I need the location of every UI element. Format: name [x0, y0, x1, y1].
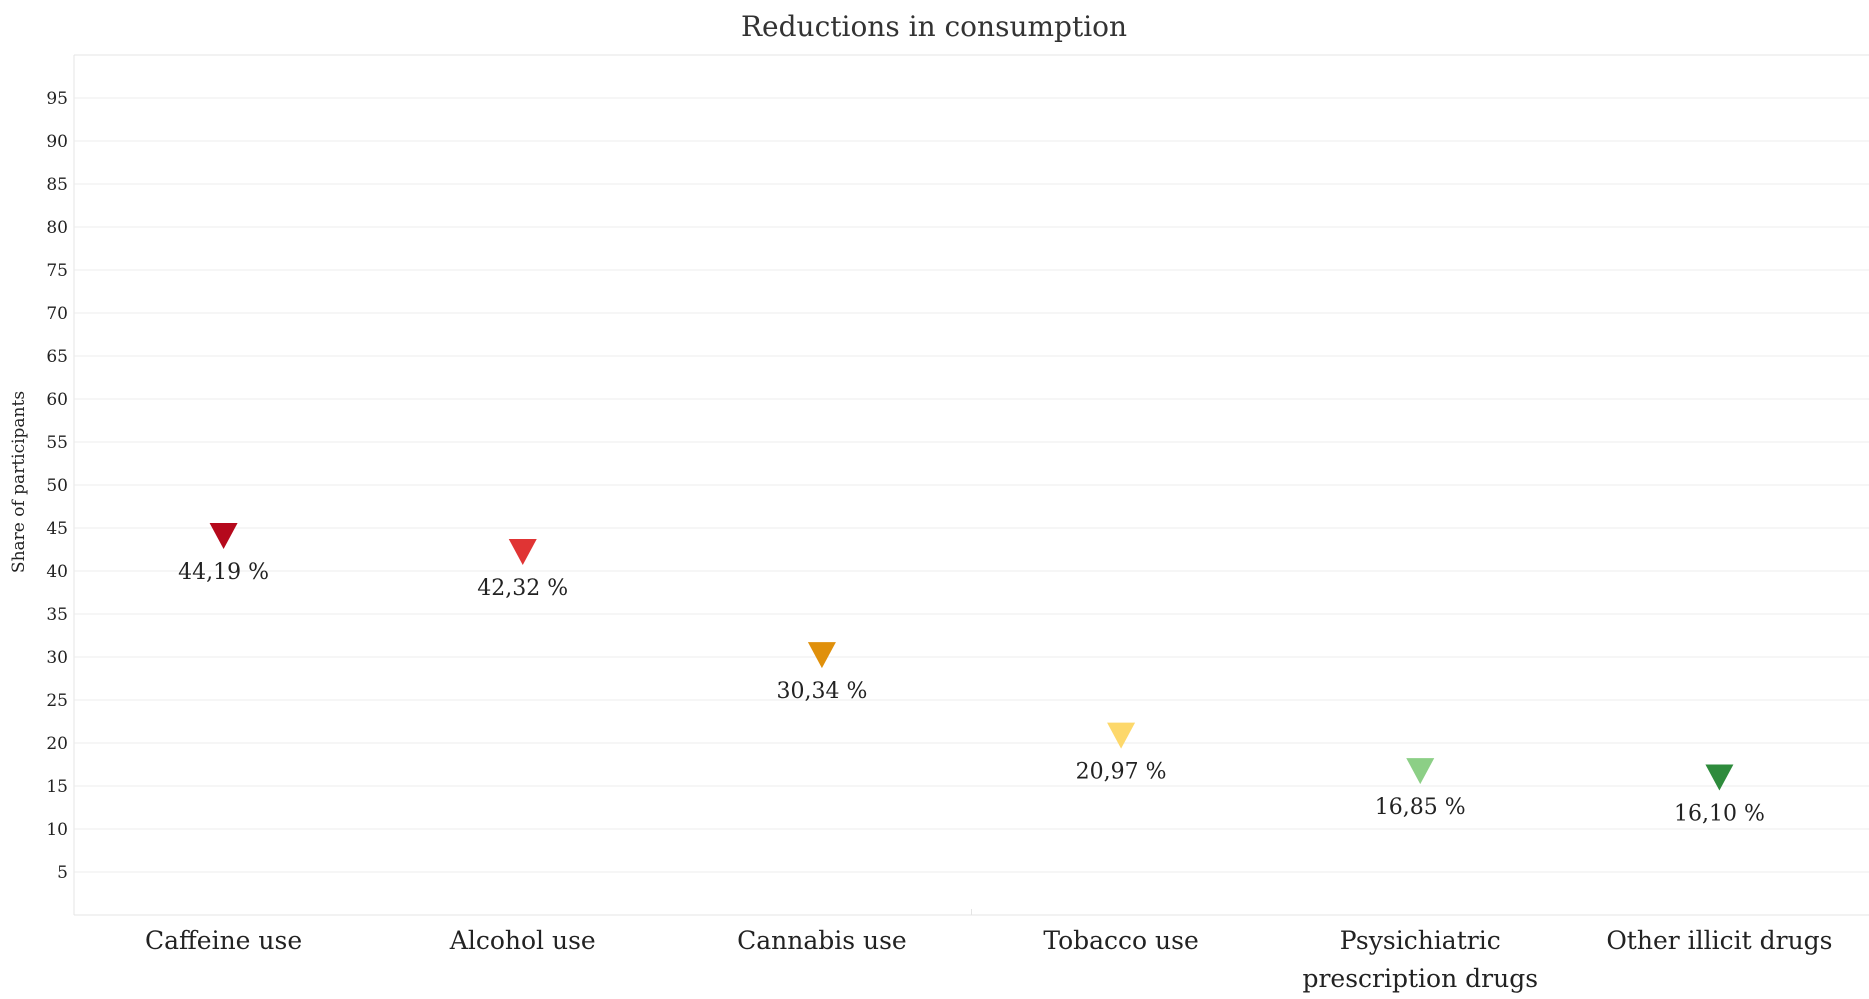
y-tick-label: 95 — [46, 89, 68, 109]
y-tick-label: 85 — [46, 175, 68, 195]
y-tick-label: 5 — [57, 863, 68, 883]
y-tick-label: 40 — [46, 562, 68, 582]
y-tick-label: 25 — [46, 691, 68, 711]
y-tick-label: 75 — [46, 261, 68, 281]
y-tick-label: 10 — [46, 820, 68, 840]
x-category-label: Other illicit drugs — [1606, 926, 1832, 955]
x-category-label: Psysichiatric — [1340, 926, 1501, 955]
x-category-label: Caffeine use — [145, 926, 302, 955]
data-label: 30,34 % — [776, 679, 867, 704]
x-category-label: Cannabis use — [737, 926, 907, 955]
triangle-marker — [1107, 722, 1136, 749]
data-markers — [209, 522, 1734, 791]
y-tick-label: 35 — [46, 605, 68, 625]
data-label: 16,85 % — [1375, 795, 1466, 820]
data-labels: 44,19 % 42,32 % 30,34 % 20,97 % 16,85 % 16,10… — [178, 560, 1765, 827]
x-category-label: Alcohol use — [449, 926, 596, 955]
y-tick-label: 70 — [46, 304, 68, 324]
y-tick-label: 60 — [46, 390, 68, 410]
y-tick-label: 20 — [46, 734, 68, 754]
x-category-label: Tobacco use — [1043, 926, 1198, 955]
data-label: 16,10 % — [1674, 802, 1765, 827]
data-label: 20,97 % — [1076, 760, 1167, 785]
y-tick-label: 45 — [46, 519, 68, 539]
y-tick-labels: 5 10 15 20 25 30 35 40 45 50 55 60 65 70 75 80 85 90 95 — [46, 89, 68, 883]
y-tick-label: 90 — [46, 132, 68, 152]
data-label: 44,19 % — [178, 560, 269, 585]
triangle-marker — [807, 642, 836, 669]
y-axis-label: Share of participants — [9, 391, 29, 573]
triangle-marker — [1406, 758, 1435, 785]
y-tick-label: 50 — [46, 476, 68, 496]
chart-title: Reductions in consumption — [741, 10, 1127, 43]
x-category-label: prescription drugs — [1302, 964, 1538, 993]
triangle-marker — [209, 522, 238, 549]
y-tick-label: 15 — [46, 777, 68, 797]
y-tick-label: 80 — [46, 218, 68, 238]
triangle-marker — [1705, 764, 1734, 791]
x-category-labels: Caffeine use Alcohol use Cannabis use Tobac… — [145, 926, 1833, 993]
y-tick-label: 65 — [46, 347, 68, 367]
grid-layer — [73, 54, 1869, 916]
data-label: 42,32 % — [477, 576, 568, 601]
y-tick-label: 30 — [46, 648, 68, 668]
y-tick-label: 55 — [46, 433, 68, 453]
triangle-marker — [508, 539, 537, 566]
